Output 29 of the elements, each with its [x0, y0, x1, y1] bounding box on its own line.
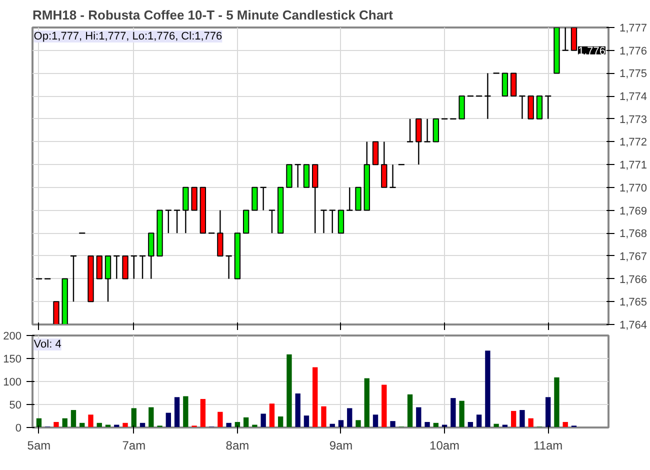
- y-tick-label: 1,777: [620, 22, 648, 34]
- y-tick-label: 1,776: [620, 45, 648, 58]
- x-tick-label: 8am: [226, 438, 250, 452]
- y-tick-label: 1,774: [620, 91, 648, 104]
- y-tick-label: 1,772: [620, 136, 648, 149]
- y-tick-label: 200: [3, 330, 22, 342]
- y-tick-label: 1,765: [620, 296, 648, 309]
- y-tick-label: 100: [3, 376, 22, 388]
- y-tick-label: 0: [15, 422, 22, 434]
- chart-title: RMH18 - Robusta Coffee 10-T - 5 Minute Candlestick Chart: [32, 8, 394, 22]
- y-tick-label: 1,770: [620, 182, 648, 194]
- y-tick-label: 1,767: [620, 250, 648, 263]
- y-tick-label: 1,775: [620, 68, 648, 80]
- y-tick-label: 1,773: [620, 114, 648, 126]
- y-tick-label: 150: [3, 354, 22, 366]
- x-tick-label: 5am: [27, 438, 51, 452]
- x-tick-label: 9am: [329, 438, 353, 452]
- x-tick-label: 11am: [534, 438, 563, 452]
- y-tick-label: 1,764: [620, 320, 648, 332]
- y-tick-label: 1,769: [620, 205, 648, 218]
- x-tick-label: 7am: [122, 438, 146, 452]
- annotation: Vol: 4: [34, 338, 62, 350]
- annotation: 1,776: [578, 45, 606, 58]
- annotation: Op:1,777, Hi:1,777, Lo:1,776, Cl:1,776: [34, 30, 222, 42]
- y-tick-label: 50: [9, 400, 22, 412]
- y-tick-label: 1,768: [620, 228, 648, 240]
- x-tick-label: 10am: [430, 438, 460, 452]
- y-tick-label: 1,771: [620, 160, 648, 172]
- y-tick-label: 1,766: [620, 274, 648, 286]
